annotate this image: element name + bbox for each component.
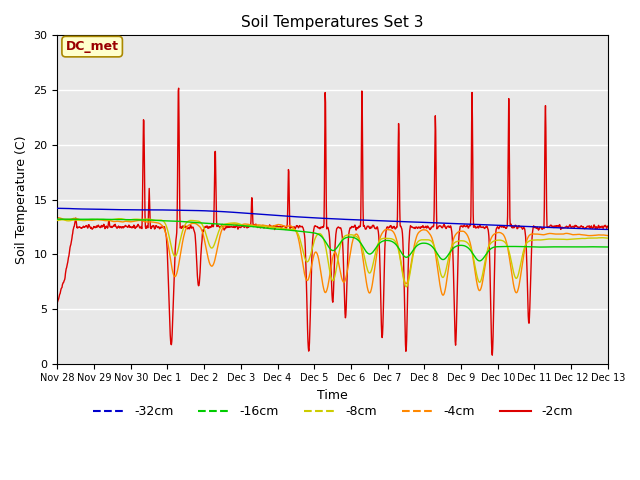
-16cm: [604, 244, 612, 250]
Line: -4cm: -4cm: [58, 218, 608, 295]
-4cm: [163, 235, 171, 240]
Line: -16cm: -16cm: [58, 219, 608, 261]
-32cm: [54, 205, 61, 211]
-4cm: [439, 292, 447, 298]
-8cm: [604, 235, 612, 241]
-16cm: [540, 244, 547, 250]
Line: -8cm: -8cm: [58, 219, 608, 287]
-32cm: [604, 227, 612, 232]
-16cm: [54, 216, 61, 222]
Line: -2cm: -2cm: [58, 88, 608, 355]
-8cm: [238, 222, 246, 228]
-8cm: [54, 217, 61, 223]
-2cm: [540, 225, 547, 231]
-4cm: [419, 227, 426, 233]
Line: -32cm: -32cm: [58, 208, 608, 229]
-8cm: [540, 237, 547, 242]
-4cm: [491, 231, 499, 237]
Legend: -32cm, -16cm, -8cm, -4cm, -2cm: -32cm, -16cm, -8cm, -4cm, -2cm: [88, 400, 577, 423]
-16cm: [54, 216, 61, 222]
-2cm: [488, 352, 496, 358]
-8cm: [163, 225, 171, 230]
-8cm: [116, 216, 124, 222]
-16cm: [419, 240, 426, 246]
-2cm: [491, 262, 499, 267]
-8cm: [177, 238, 184, 243]
Text: DC_met: DC_met: [66, 40, 118, 53]
-8cm: [419, 237, 426, 243]
-16cm: [476, 258, 483, 264]
-32cm: [237, 210, 245, 216]
-2cm: [419, 224, 426, 230]
-2cm: [54, 300, 61, 305]
-16cm: [491, 244, 499, 250]
-16cm: [238, 223, 246, 228]
-2cm: [604, 223, 612, 229]
-32cm: [163, 207, 170, 213]
-4cm: [238, 222, 246, 228]
-32cm: [601, 227, 609, 232]
-2cm: [163, 235, 170, 240]
-32cm: [418, 219, 426, 225]
-32cm: [176, 207, 184, 213]
-4cm: [540, 232, 547, 238]
-4cm: [54, 215, 61, 221]
-4cm: [54, 215, 61, 221]
-16cm: [163, 218, 171, 224]
-32cm: [539, 224, 547, 230]
-32cm: [490, 222, 498, 228]
-4cm: [177, 253, 184, 259]
-16cm: [177, 218, 184, 224]
-2cm: [175, 85, 182, 91]
-8cm: [491, 238, 499, 244]
-8cm: [403, 284, 410, 289]
Title: Soil Temperatures Set 3: Soil Temperatures Set 3: [241, 15, 424, 30]
Y-axis label: Soil Temperature (C): Soil Temperature (C): [15, 135, 28, 264]
-2cm: [177, 225, 184, 231]
X-axis label: Time: Time: [317, 389, 348, 402]
-2cm: [238, 223, 246, 229]
-4cm: [604, 233, 612, 239]
